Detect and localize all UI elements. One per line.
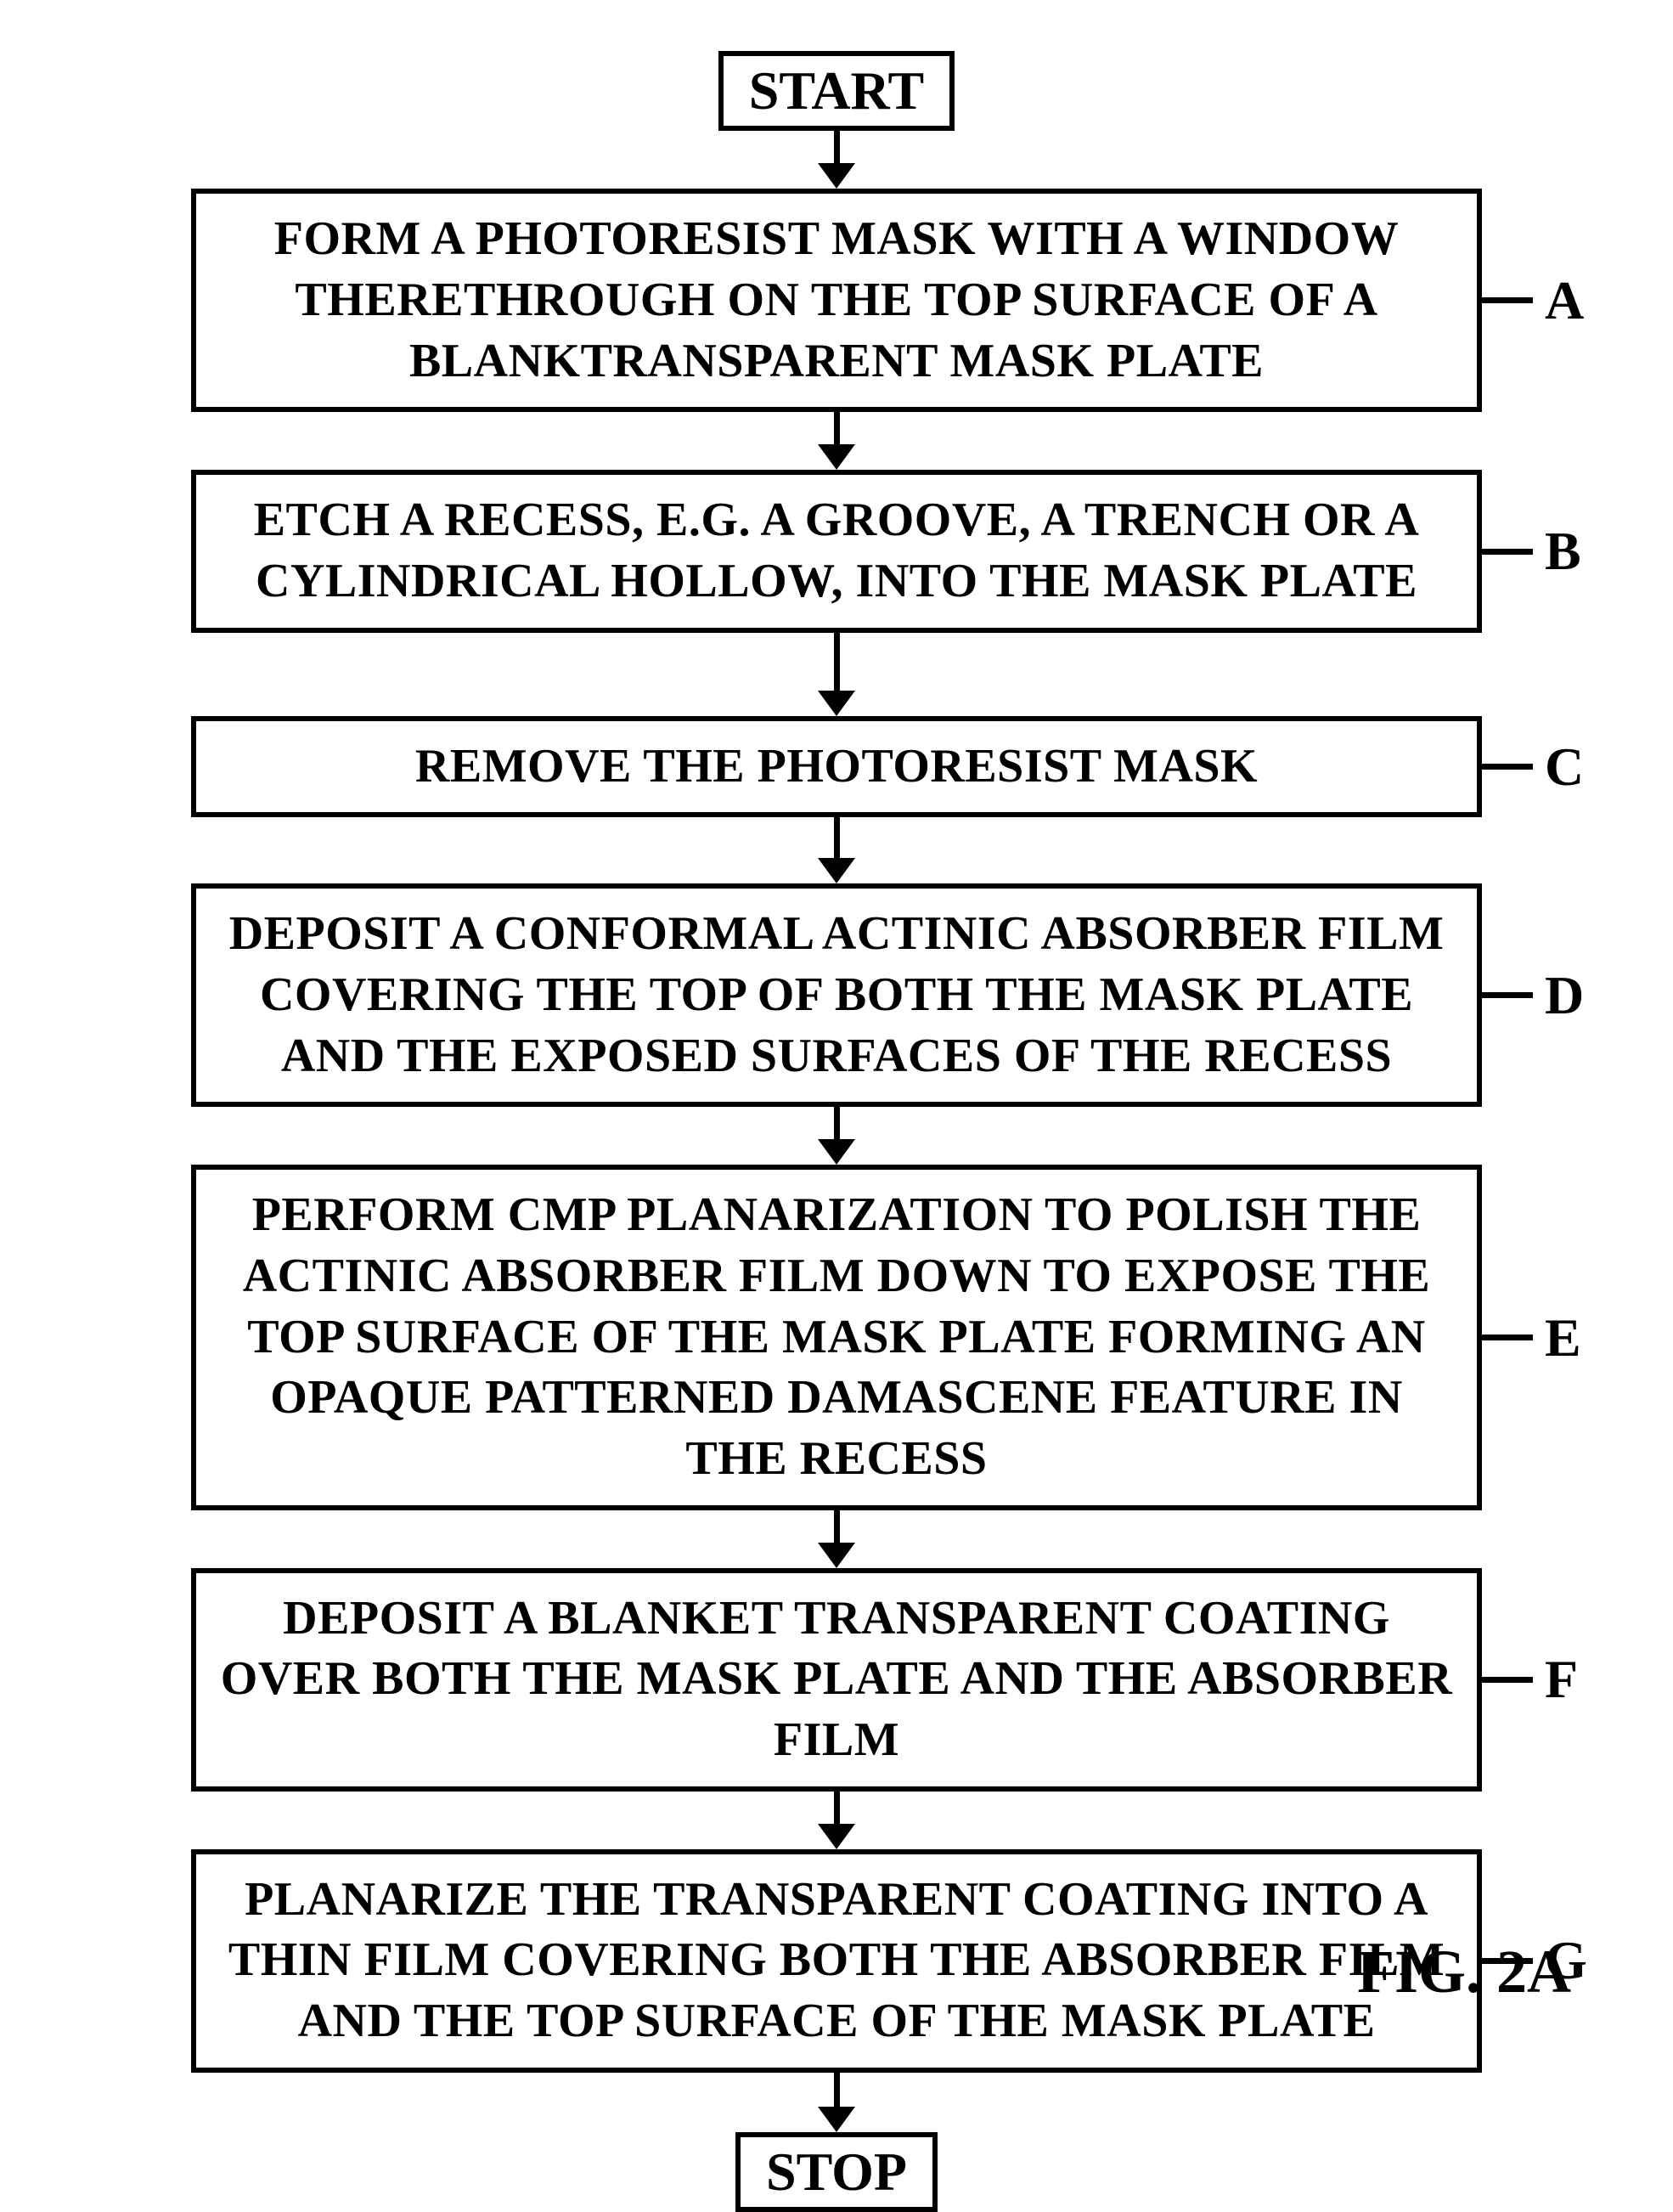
label-letter: B <box>1533 520 1581 583</box>
step-box: FORM A PHOTORESIST MASK WITH A WINDOW TH… <box>191 189 1482 412</box>
arrow <box>834 131 839 189</box>
label-letter: C <box>1533 736 1584 798</box>
step-label: A <box>1482 269 1584 332</box>
label-tick <box>1482 297 1533 303</box>
label-tick <box>1482 1677 1533 1683</box>
step-box: DEPOSIT A CONFORMAL ACTINIC ABSORBER FIL… <box>191 883 1482 1107</box>
step-row: REMOVE THE PHOTORESIST MASKC <box>191 716 1482 818</box>
figure-caption: FIG. 2A <box>1357 1937 1571 2007</box>
step-label: C <box>1482 736 1584 798</box>
step-row: ETCH A RECESS, E.G. A GROOVE, A TRENCH O… <box>191 470 1482 632</box>
page: START FORM A PHOTORESIST MASK WITH A WIND… <box>0 0 1673 2108</box>
step-row: PERFORM CMP PLANARIZATION TO POLISH THE … <box>191 1165 1482 1509</box>
step-box: PERFORM CMP PLANARIZATION TO POLISH THE … <box>191 1165 1482 1509</box>
start-terminal: START <box>718 51 955 131</box>
label-letter: E <box>1533 1306 1581 1369</box>
flowchart: START FORM A PHOTORESIST MASK WITH A WIND… <box>191 51 1482 2212</box>
label-tick <box>1482 549 1533 555</box>
step-box: DEPOSIT A BLANKET TRANSPARENT COATING OV… <box>191 1568 1482 1792</box>
label-letter: A <box>1533 269 1584 332</box>
label-tick <box>1482 992 1533 998</box>
step-row: FORM A PHOTORESIST MASK WITH A WINDOW TH… <box>191 189 1482 412</box>
arrow <box>834 817 839 883</box>
label-tick <box>1482 764 1533 770</box>
arrow <box>834 633 839 716</box>
step-row: PLANARIZE THE TRANSPARENT COATING INTO A… <box>191 1849 1482 2073</box>
label-letter: F <box>1533 1648 1578 1711</box>
step-box: PLANARIZE THE TRANSPARENT COATING INTO A… <box>191 1849 1482 2073</box>
label-tick <box>1482 1335 1533 1340</box>
step-label: F <box>1482 1648 1578 1711</box>
arrow <box>834 1510 839 1568</box>
step-label: E <box>1482 1306 1581 1369</box>
arrow <box>834 412 839 470</box>
arrow <box>834 1107 839 1165</box>
arrow <box>834 2073 839 2132</box>
step-row: DEPOSIT A BLANKET TRANSPARENT COATING OV… <box>191 1568 1482 1792</box>
step-box: ETCH A RECESS, E.G. A GROOVE, A TRENCH O… <box>191 470 1482 632</box>
label-letter: D <box>1533 964 1584 1027</box>
step-row: DEPOSIT A CONFORMAL ACTINIC ABSORBER FIL… <box>191 883 1482 1107</box>
step-label: D <box>1482 964 1584 1027</box>
step-label: B <box>1482 520 1581 583</box>
arrow <box>834 1792 839 1849</box>
stop-terminal: STOP <box>735 2132 938 2212</box>
step-box: REMOVE THE PHOTORESIST MASK <box>191 716 1482 818</box>
